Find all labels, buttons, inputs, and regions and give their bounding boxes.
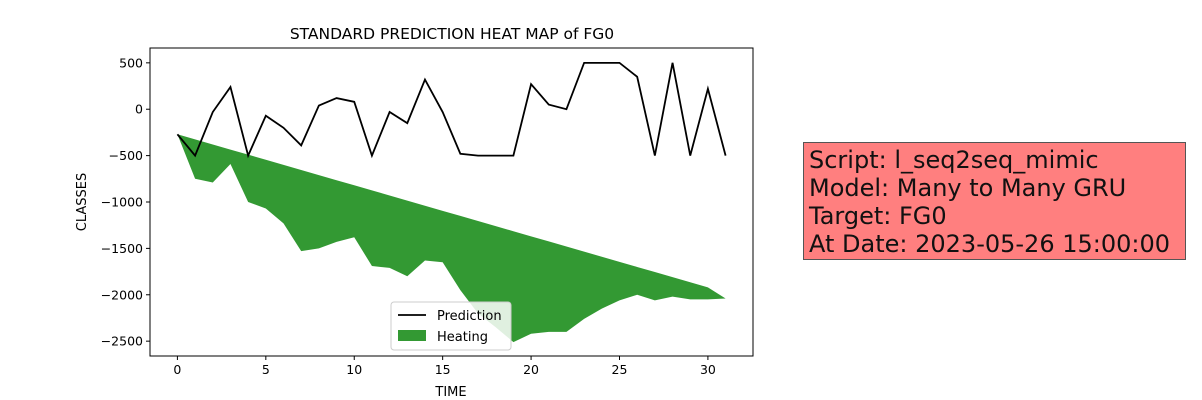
legend-heating-label: Heating xyxy=(437,330,488,345)
y-tick-label: −500 xyxy=(109,148,143,163)
x-axis-title: TIME xyxy=(434,385,466,400)
y-tick-label: 0 xyxy=(135,102,143,117)
plot-area xyxy=(176,61,727,343)
y-tick-label: −2500 xyxy=(101,334,143,349)
y-axis-title: CLASSES xyxy=(75,173,90,231)
y-tick-label: −2000 xyxy=(101,287,143,302)
legend: Prediction Heating xyxy=(390,301,512,351)
info-date: At Date: 2023-05-26 15:00:00 xyxy=(809,230,1171,258)
x-tick-label: 15 xyxy=(435,362,451,377)
y-tick-label: −1000 xyxy=(101,195,143,210)
info-target: Target: FG0 xyxy=(809,202,947,230)
legend-prediction-label: Prediction xyxy=(437,309,502,324)
legend-heating-swatch xyxy=(398,330,426,341)
chart: STANDARD PREDICTION HEAT MAP of FG0 0 5 10… xyxy=(75,25,754,400)
x-tick-label: 10 xyxy=(346,362,362,377)
x-tick-label: 5 xyxy=(262,362,270,377)
y-tick-label: 500 xyxy=(119,55,143,70)
info-script: Script: l_seq2seq_mimic xyxy=(809,146,1099,174)
x-tick-label: 30 xyxy=(700,362,716,377)
x-tick-label: 0 xyxy=(173,362,181,377)
x-tick-label: 25 xyxy=(612,362,628,377)
x-tick-label: 20 xyxy=(523,362,539,377)
heating-area xyxy=(177,134,726,343)
chart-title: STANDARD PREDICTION HEAT MAP of FG0 xyxy=(290,25,614,43)
info-model: Model: Many to Many GRU xyxy=(809,174,1127,202)
y-tick-label: −1500 xyxy=(101,241,143,256)
x-axis: 0 5 10 15 20 25 30 xyxy=(173,356,716,377)
prediction-line xyxy=(176,61,727,159)
y-axis: 500 0 −500 −1000 −1500 −2000 −2500 xyxy=(101,55,150,349)
info-box: Script: l_seq2seq_mimic Model: Many to M… xyxy=(803,142,1186,260)
